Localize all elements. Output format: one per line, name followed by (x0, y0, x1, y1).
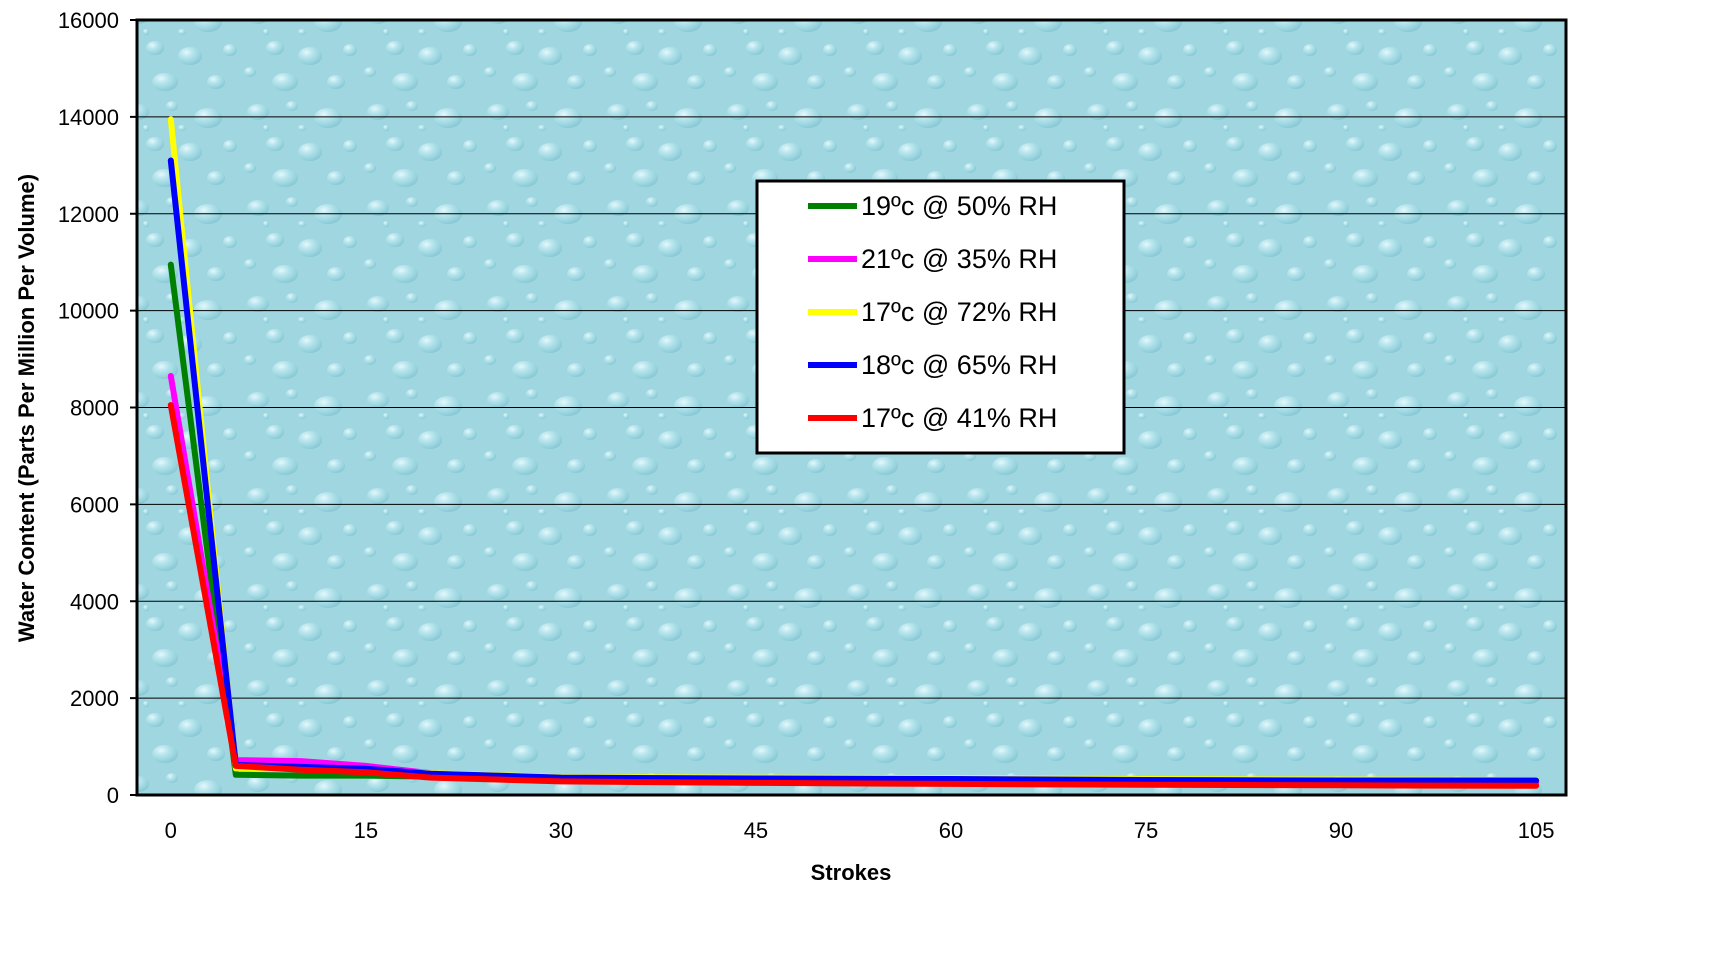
y-tick-label: 10000 (58, 299, 119, 324)
x-axis-title: Strokes (811, 860, 892, 885)
x-tick-label: 75 (1134, 818, 1158, 843)
legend-label: 18ºc @ 65% RH (861, 350, 1057, 380)
y-tick-label: 0 (107, 783, 119, 808)
x-tick-label: 45 (744, 818, 768, 843)
legend-label: 19ºc @ 50% RH (861, 191, 1057, 221)
x-tick-label: 90 (1329, 818, 1353, 843)
y-tick-label: 16000 (58, 8, 119, 33)
x-tick-label: 0 (165, 818, 177, 843)
legend: 19ºc @ 50% RH 21ºc @ 35% RH 17ºc @ 72% RH 1… (755, 179, 1126, 455)
legend-label: 17ºc @ 41% RH (861, 403, 1057, 433)
y-tick-label: 14000 (58, 105, 119, 130)
x-tick-label: 60 (939, 818, 963, 843)
x-tick-label: 30 (549, 818, 573, 843)
y-tick-label: 4000 (70, 589, 119, 614)
y-tick-label: 12000 (58, 202, 119, 227)
y-tick-label: 6000 (70, 492, 119, 517)
x-tick-label: 15 (354, 818, 378, 843)
legend-box (755, 179, 1126, 455)
y-tick-label: 8000 (70, 396, 119, 421)
legend-label: 17ºc @ 72% RH (861, 297, 1057, 327)
y-axis-title: Water Content (Parts Per Million Per Vol… (14, 174, 39, 642)
series-line-5 (167, 402, 1540, 789)
x-tick-label: 105 (1518, 818, 1555, 843)
y-tick-label: 2000 (70, 686, 119, 711)
legend-label: 21ºc @ 35% RH (861, 244, 1057, 274)
